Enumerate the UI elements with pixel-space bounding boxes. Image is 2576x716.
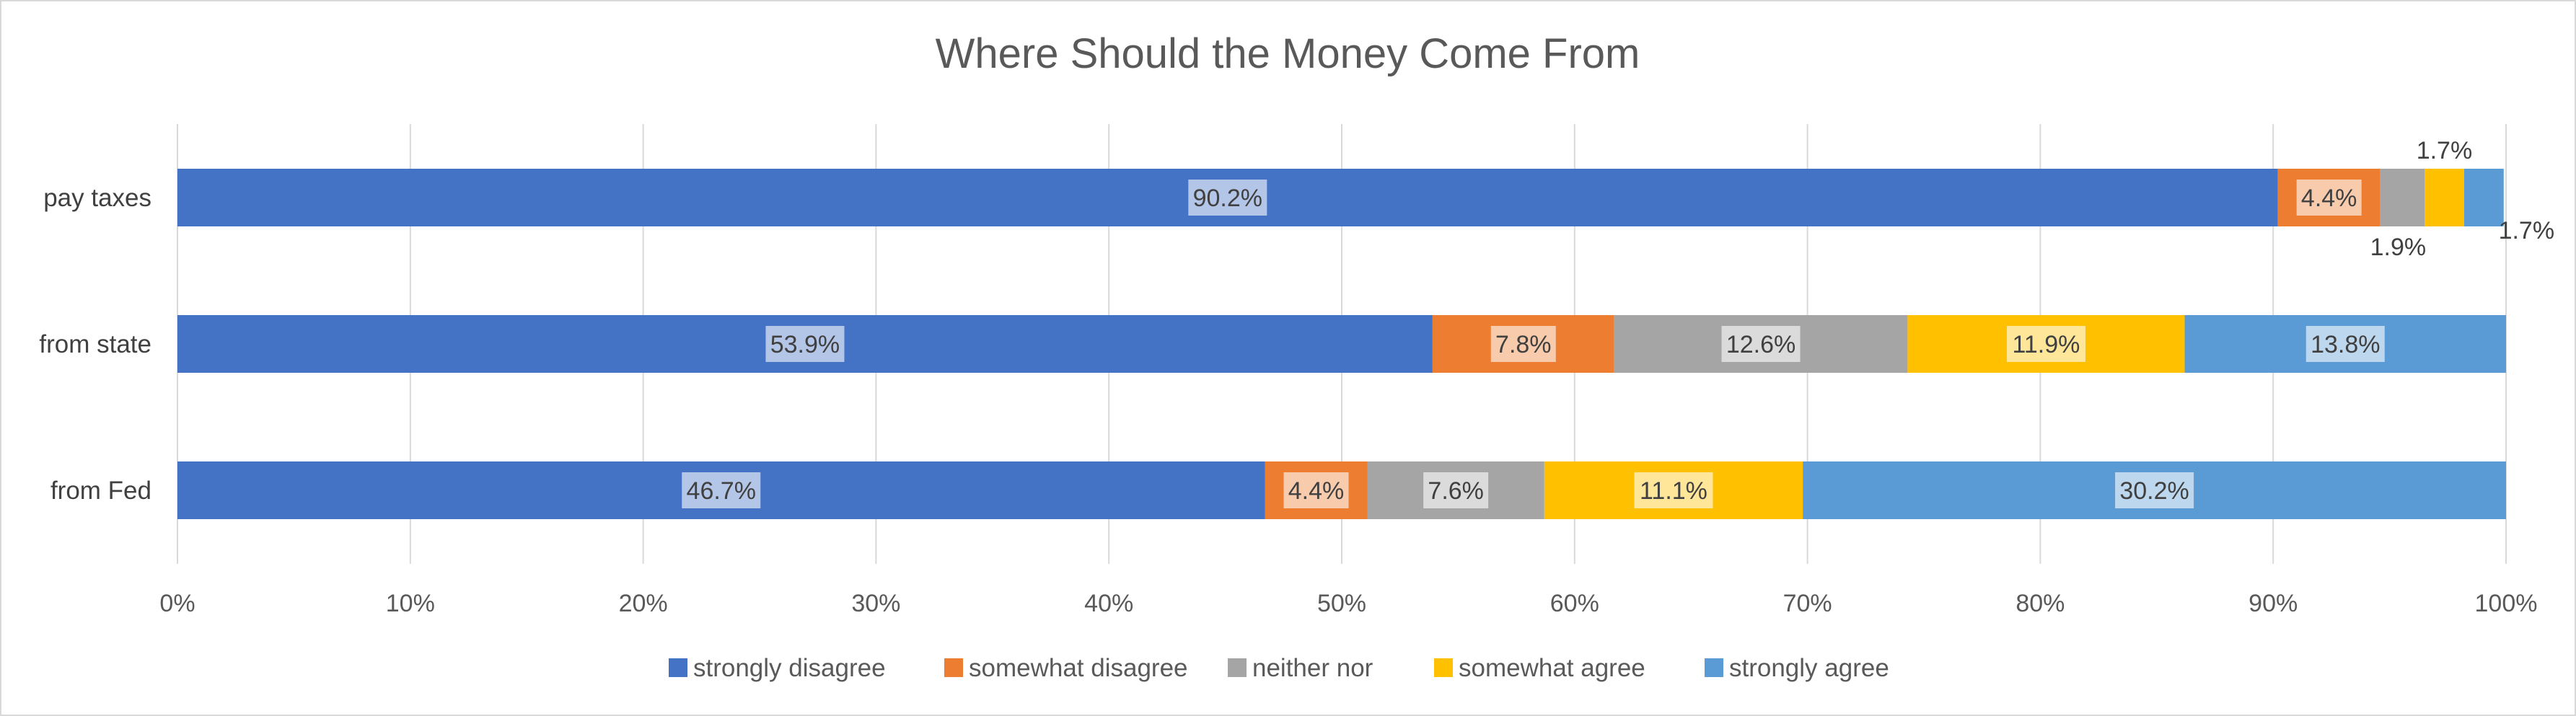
legend-label: strongly agree bbox=[1729, 654, 1889, 682]
bar-segment bbox=[2380, 169, 2425, 226]
data-label-box bbox=[2305, 326, 2385, 362]
data-label: 4.4% bbox=[2301, 185, 2357, 212]
legend: strongly disagree somewhat disagree neithe… bbox=[669, 654, 1889, 682]
bar-segment bbox=[2463, 169, 2504, 226]
data-label-box bbox=[2296, 180, 2362, 216]
chart-title: Where Should the Money Come From bbox=[936, 30, 1640, 77]
x-tick-label: 60% bbox=[1550, 590, 1599, 617]
data-label-box bbox=[1634, 472, 1713, 508]
bar-segments bbox=[177, 169, 2506, 519]
data-label-box bbox=[1490, 326, 1556, 362]
data-label-box bbox=[2006, 326, 2085, 362]
data-label: 1.9% bbox=[2370, 234, 2427, 261]
data-label: 4.4% bbox=[1288, 477, 1345, 505]
legend-swatch bbox=[1705, 658, 1723, 677]
category-label: from Fed bbox=[50, 477, 151, 505]
data-label-box bbox=[682, 472, 761, 508]
category-label: pay taxes bbox=[43, 184, 151, 212]
data-label: 30.2% bbox=[2119, 477, 2189, 505]
x-tick-label: 40% bbox=[1084, 590, 1133, 617]
category-axis: pay taxes from state from Fed bbox=[39, 184, 151, 505]
x-tick-label: 70% bbox=[1783, 590, 1832, 617]
data-label: 1.7% bbox=[2417, 137, 2473, 164]
data-label-box bbox=[765, 326, 845, 362]
data-label: 53.9% bbox=[770, 331, 840, 358]
legend-swatch bbox=[669, 658, 687, 677]
x-tick-label: 30% bbox=[851, 590, 900, 617]
x-tick-label: 20% bbox=[619, 590, 668, 617]
x-tick-label: 10% bbox=[386, 590, 435, 617]
data-label: 7.8% bbox=[1495, 331, 1552, 358]
data-labels: 90.2% 4.4% 1.9% 1.7% 1.7% 53.9% 7.8% 12.6% 11.9%… bbox=[682, 137, 2554, 508]
data-label: 46.7% bbox=[687, 477, 756, 505]
data-label: 1.7% bbox=[2499, 217, 2555, 244]
legend-label: neither nor bbox=[1252, 654, 1373, 682]
legend-label: strongly disagree bbox=[693, 654, 886, 682]
legend-label: somewhat agree bbox=[1459, 654, 1645, 682]
x-tick-label: 50% bbox=[1317, 590, 1366, 617]
bar-segment bbox=[2425, 169, 2464, 226]
data-label-box bbox=[1423, 472, 1489, 508]
x-tick-label: 90% bbox=[2248, 590, 2298, 617]
data-label: 7.6% bbox=[1428, 477, 1484, 505]
data-label-box bbox=[1188, 180, 1267, 216]
data-label: 13.8% bbox=[2311, 331, 2380, 358]
data-label: 11.1% bbox=[1640, 477, 1707, 505]
data-label-box bbox=[2115, 472, 2194, 508]
value-axis: 0% 10% 20% 30% 40% 50% 60% 70% 80% 90% 100% bbox=[159, 590, 2537, 617]
x-tick-label: 0% bbox=[159, 590, 195, 617]
legend-label: somewhat disagree bbox=[969, 654, 1188, 682]
legend-swatch bbox=[1434, 658, 1453, 677]
category-label: from state bbox=[39, 330, 151, 358]
x-tick-label: 100% bbox=[2475, 590, 2538, 617]
legend-swatch bbox=[944, 658, 963, 677]
data-label: 12.6% bbox=[1726, 331, 1795, 358]
data-label: 90.2% bbox=[1193, 185, 1262, 212]
data-label-box bbox=[1721, 326, 1801, 362]
data-label-box bbox=[1283, 472, 1349, 508]
legend-swatch bbox=[1228, 658, 1247, 677]
data-label: 11.9% bbox=[2013, 331, 2080, 358]
x-tick-label: 80% bbox=[2015, 590, 2065, 617]
